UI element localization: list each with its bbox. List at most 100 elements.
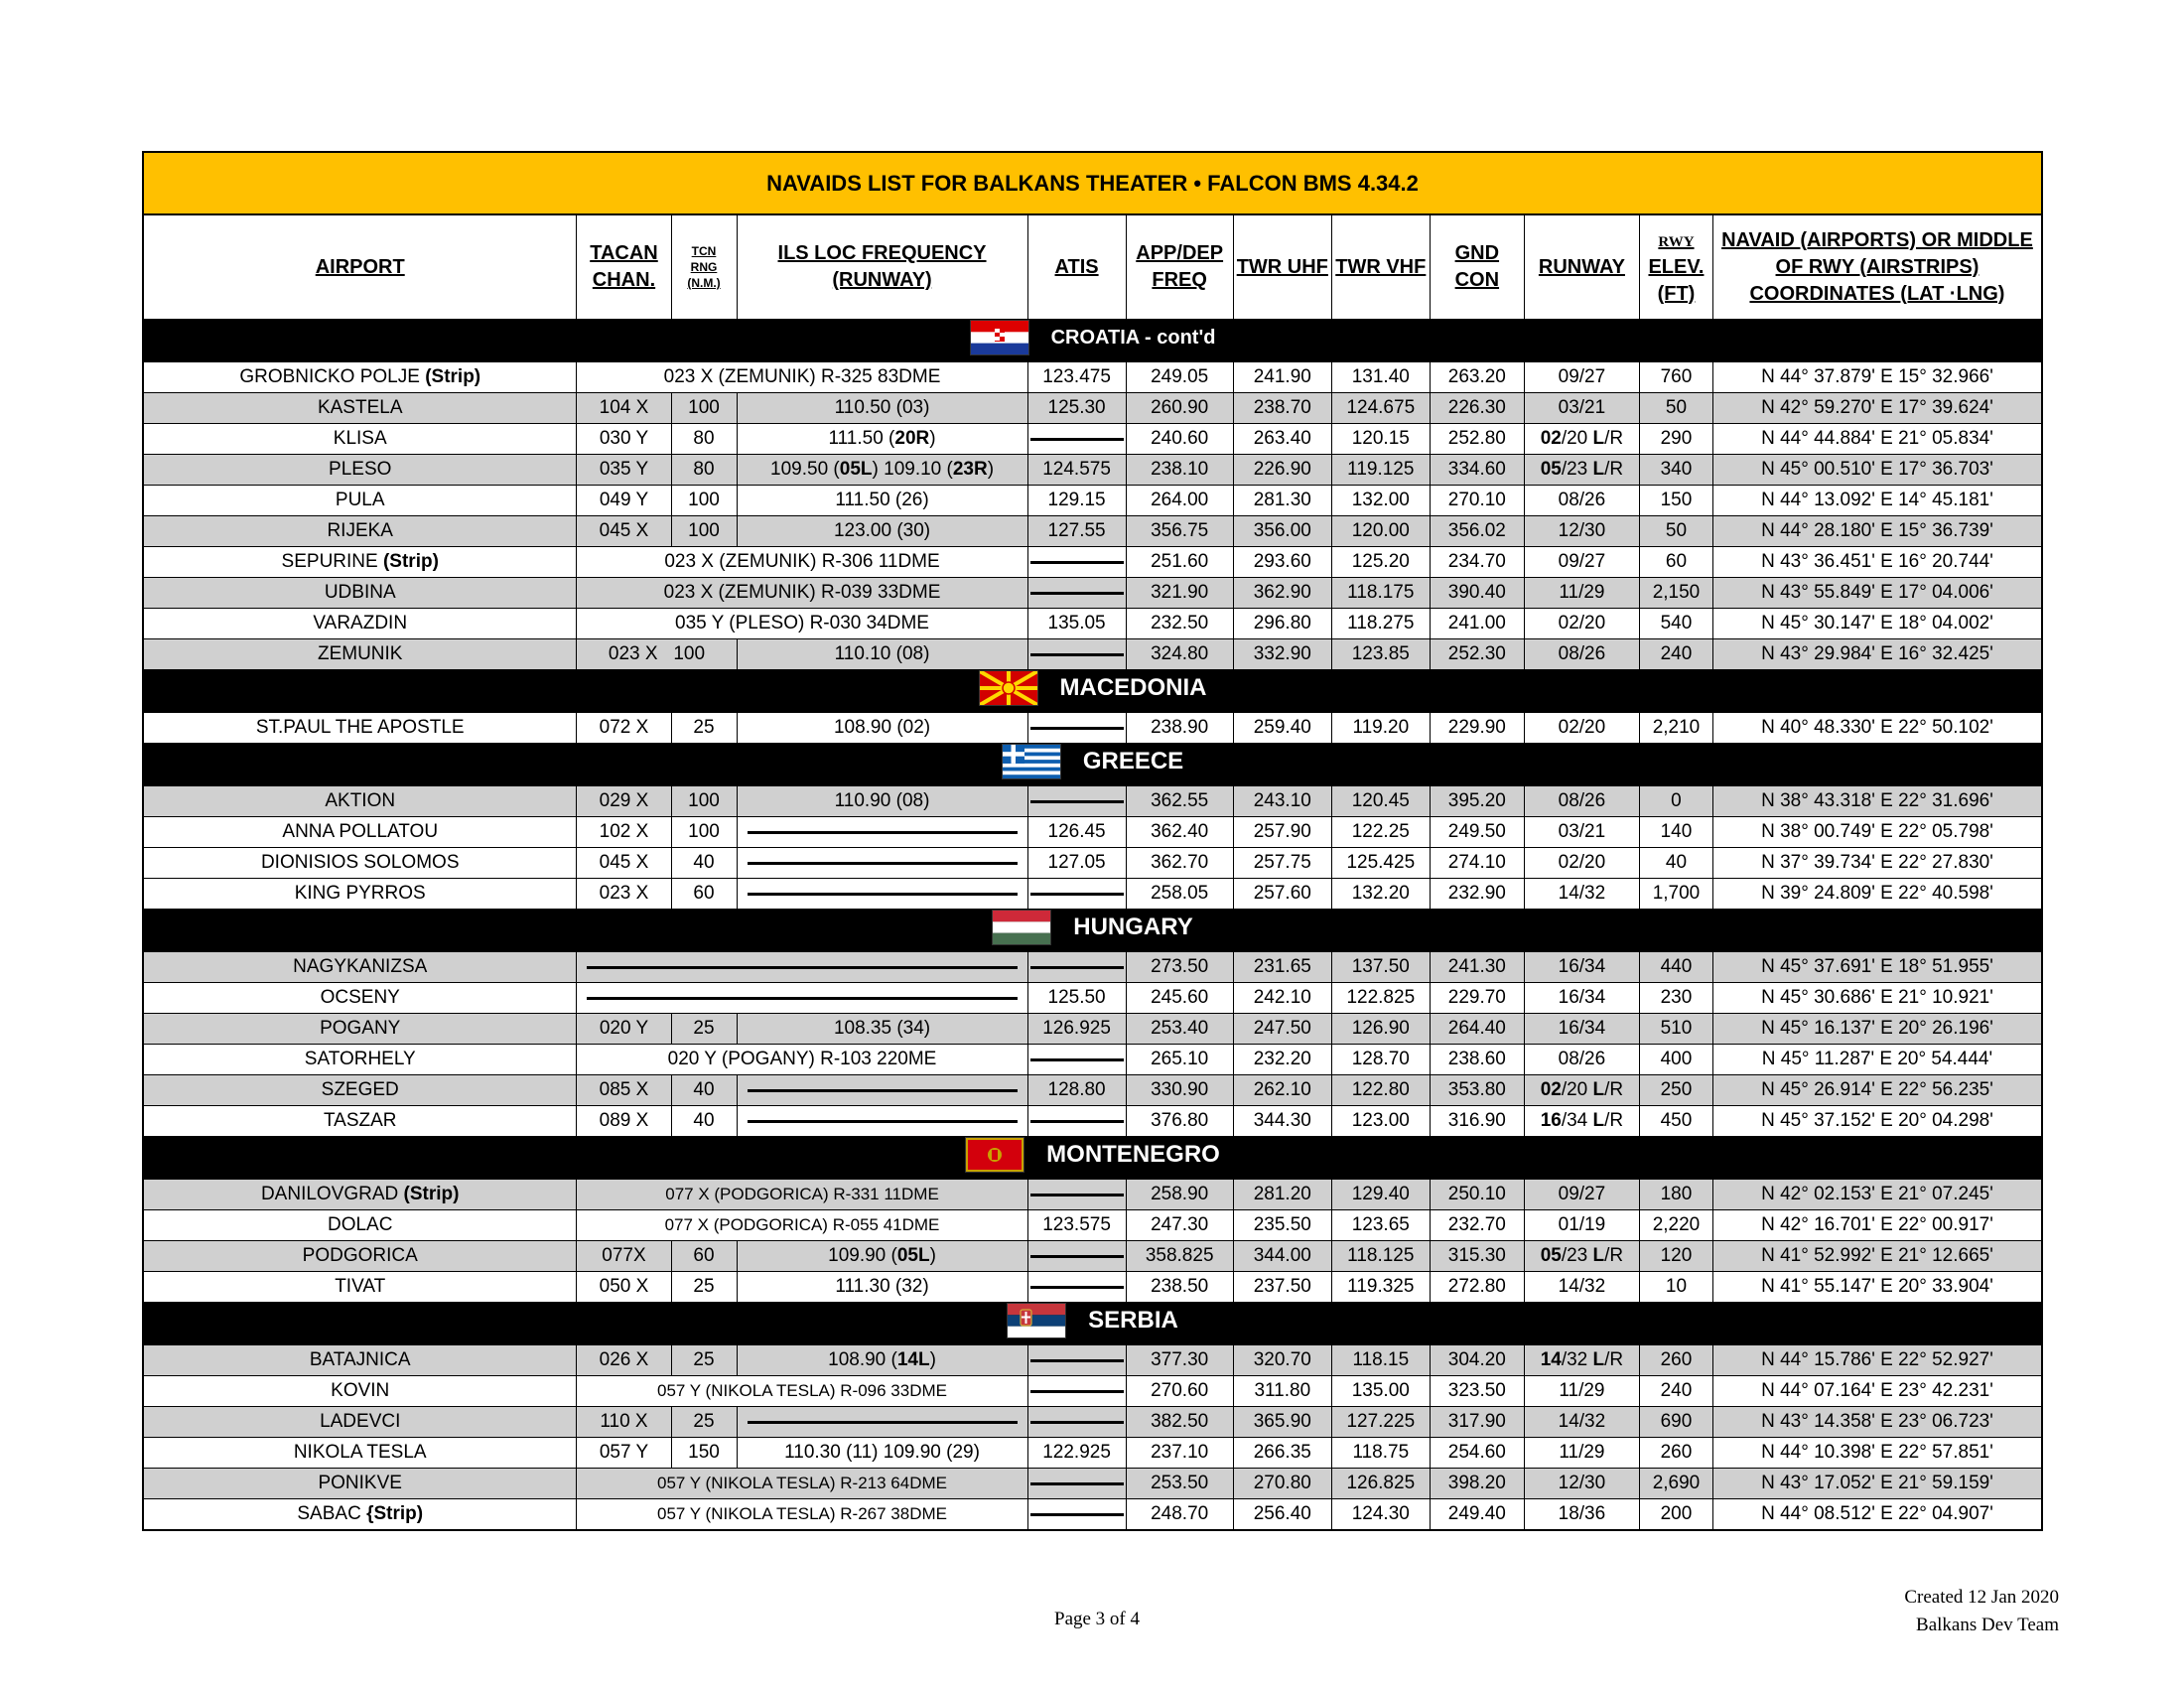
table-row: ST.PAUL THE APOSTLE 072 X 25 108.90 (02) 238…	[142, 712, 2043, 744]
airport-name: AKTION	[142, 785, 578, 817]
app-dep-frequency: 273.50	[1125, 951, 1234, 983]
ground-frequency: 252.80	[1429, 423, 1525, 455]
empty-bar	[1029, 892, 1124, 896]
app-dep-frequency: 238.10	[1125, 454, 1234, 486]
coordinates: N 44° 15.786' E 22° 52.927'	[1711, 1344, 2043, 1376]
atis-frequency	[1026, 951, 1127, 983]
runway-elevation: 2,220	[1639, 1209, 1713, 1241]
app-dep-frequency: 240.60	[1125, 423, 1234, 455]
tacan-range: 100	[670, 392, 738, 424]
twr-uhf-frequency: 257.60	[1232, 878, 1332, 910]
app-dep-frequency: 237.10	[1125, 1437, 1234, 1469]
twr-vhf-frequency: 124.675	[1330, 392, 1431, 424]
twr-vhf-frequency: 131.40	[1330, 361, 1431, 393]
montenegro-flag-icon	[965, 1137, 1025, 1173]
ground-frequency: 229.70	[1429, 982, 1525, 1014]
app-dep-frequency: 251.60	[1125, 546, 1234, 578]
empty-bar	[747, 1420, 1018, 1424]
ground-frequency: 395.20	[1429, 785, 1525, 817]
tacan-channel: 045 X	[576, 847, 672, 879]
ground-frequency: 390.40	[1429, 577, 1525, 609]
twr-uhf-frequency: 270.80	[1232, 1468, 1332, 1499]
tacan-reference: 057 Y (NIKOLA TESLA) R-096 33DME	[576, 1375, 1028, 1407]
tacan-channel: 023 X 100	[576, 638, 738, 670]
ground-frequency: 232.70	[1429, 1209, 1525, 1241]
header-atis: ATIS	[1026, 213, 1127, 320]
empty-bar	[1029, 799, 1124, 803]
twr-vhf-frequency: 126.825	[1330, 1468, 1431, 1499]
airport-name: DANILOVGRAD (Strip)	[142, 1179, 578, 1210]
croatia-flag-icon	[969, 320, 1029, 355]
tacan-range: 25	[670, 1271, 738, 1303]
atis-frequency	[1026, 1105, 1127, 1137]
airport-name: PONIKVE	[142, 1468, 578, 1499]
coordinates: N 41° 55.147' E 20° 33.904'	[1711, 1271, 2043, 1303]
table-row: NAGYKANIZSA 273.50 231.65 137.50 241.30 16/34…	[142, 951, 2043, 983]
app-dep-frequency: 265.10	[1125, 1044, 1234, 1075]
table-row: PODGORICA 077X 60 109.90 (05L) 358.825 344.00…	[142, 1240, 2043, 1272]
airport-name: OCSENY	[142, 982, 578, 1014]
runway-elevation: 290	[1639, 423, 1713, 455]
twr-vhf-frequency: 132.20	[1330, 878, 1431, 910]
empty-bar	[747, 892, 1018, 896]
twr-uhf-frequency: 242.10	[1232, 982, 1332, 1014]
atis-frequency	[1026, 1044, 1127, 1075]
footer-credit: Created 12 Jan 2020 Balkans Dev Team	[1904, 1584, 2059, 1639]
ground-frequency: 238.60	[1429, 1044, 1525, 1075]
table-row: UDBINA 023 X (ZEMUNIK) R-039 33DME 321.90 3…	[142, 577, 2043, 609]
table-row: PONIKVE 057 Y (NIKOLA TESLA) R-213 64DME 2…	[142, 1468, 2043, 1499]
empty-bar	[587, 996, 1018, 1000]
coordinates: N 45° 26.914' E 22° 56.235'	[1711, 1074, 2043, 1106]
app-dep-frequency: 232.50	[1125, 608, 1234, 639]
empty-bar	[1029, 1119, 1124, 1123]
tacan-range: 80	[670, 423, 738, 455]
empty-bar	[1029, 1057, 1124, 1061]
runway-elevation: 400	[1639, 1044, 1713, 1075]
atis-frequency	[1026, 638, 1127, 670]
twr-uhf-frequency: 362.90	[1232, 577, 1332, 609]
twr-uhf-frequency: 231.65	[1232, 951, 1332, 983]
table-row: TASZAR 089 X 40 376.80 344.30 123.00 316.90 16/…	[142, 1105, 2043, 1137]
airport-name: RIJEKA	[142, 515, 578, 547]
tacan-channel: 029 X	[576, 785, 672, 817]
empty-bar	[1029, 726, 1124, 730]
header-airport: AIRPORT	[142, 213, 578, 320]
twr-vhf-frequency: 118.175	[1330, 577, 1431, 609]
header-gnd-con: GND CON	[1429, 213, 1525, 320]
runway: 02/20 L/R	[1523, 423, 1641, 455]
tacan-channel: 035 Y	[576, 454, 672, 486]
team-name: Balkans Dev Team	[1916, 1615, 2059, 1635]
atis-frequency: 135.05	[1026, 608, 1127, 639]
twr-uhf-frequency: 311.80	[1232, 1375, 1332, 1407]
ground-frequency: 252.30	[1429, 638, 1525, 670]
coordinates: N 40° 48.330' E 22° 50.102'	[1711, 712, 2043, 744]
tacan-range: 100	[670, 515, 738, 547]
atis-frequency	[1026, 1344, 1127, 1376]
airport-name: BATAJNICA	[142, 1344, 578, 1376]
runway: 12/30	[1523, 515, 1641, 547]
tacan-channel: 085 X	[576, 1074, 672, 1106]
coordinates: N 44° 28.180' E 15° 36.739'	[1711, 515, 2043, 547]
app-dep-frequency: 258.05	[1125, 878, 1234, 910]
table-row: ANNA POLLATOU 102 X 100 126.45 362.40 257.90 1…	[142, 816, 2043, 848]
airport-name: KING PYRROS	[142, 878, 578, 910]
ground-frequency: 232.90	[1429, 878, 1525, 910]
tacan-range: 40	[670, 847, 738, 879]
tacan-channel: 049 Y	[576, 485, 672, 516]
airport-name: ZEMUNIK	[142, 638, 578, 670]
coordinates: N 44° 13.092' E 14° 45.181'	[1711, 485, 2043, 516]
twr-uhf-frequency: 241.90	[1232, 361, 1332, 393]
ground-frequency: 316.90	[1429, 1105, 1525, 1137]
twr-uhf-frequency: 259.40	[1232, 712, 1332, 744]
tacan-range: 25	[670, 1406, 738, 1438]
country-row: CROATIA - cont'd	[142, 319, 2043, 362]
runway: 02/20	[1523, 608, 1641, 639]
coordinates: N 44° 37.879' E 15° 32.966'	[1711, 361, 2043, 393]
header-runway: RUNWAY	[1523, 213, 1641, 320]
strip-label: (Strip)	[403, 1184, 460, 1204]
runway: 02/20	[1523, 712, 1641, 744]
tacan-range: 25	[670, 1344, 738, 1376]
empty-bar	[1029, 1420, 1124, 1424]
runway-elevation: 50	[1639, 515, 1713, 547]
twr-uhf-frequency: 257.90	[1232, 816, 1332, 848]
